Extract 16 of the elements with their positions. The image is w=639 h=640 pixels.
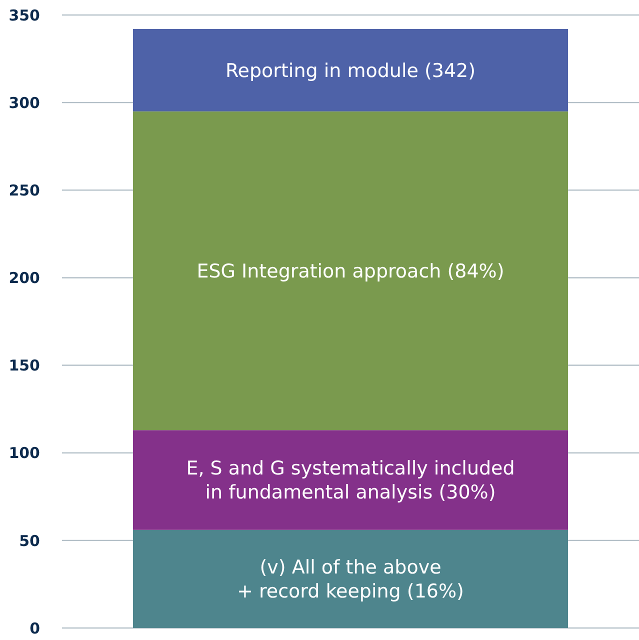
y-tick-label: 350 — [8, 6, 40, 24]
bar — [133, 530, 568, 628]
y-tick-label: 150 — [8, 356, 40, 375]
y-tick-label: 0 — [30, 619, 40, 638]
y-tick-label: 200 — [8, 269, 40, 288]
series-label: (v) All of the above + record keeping (16%) — [237, 556, 464, 603]
series-label: Reporting in module (342) — [225, 60, 476, 82]
y-tick-label: 100 — [8, 444, 40, 462]
series-label: ESG Integration approach (84%) — [196, 260, 504, 282]
y-tick-label: 250 — [8, 181, 40, 200]
bar — [133, 29, 568, 112]
y-tick-label: 300 — [8, 94, 40, 112]
series-label: E, S and G systematically included in fundamental analysis (30%) — [186, 458, 515, 504]
bar — [133, 430, 568, 530]
y-tick-label: 50 — [19, 532, 40, 550]
bar — [133, 111, 568, 430]
